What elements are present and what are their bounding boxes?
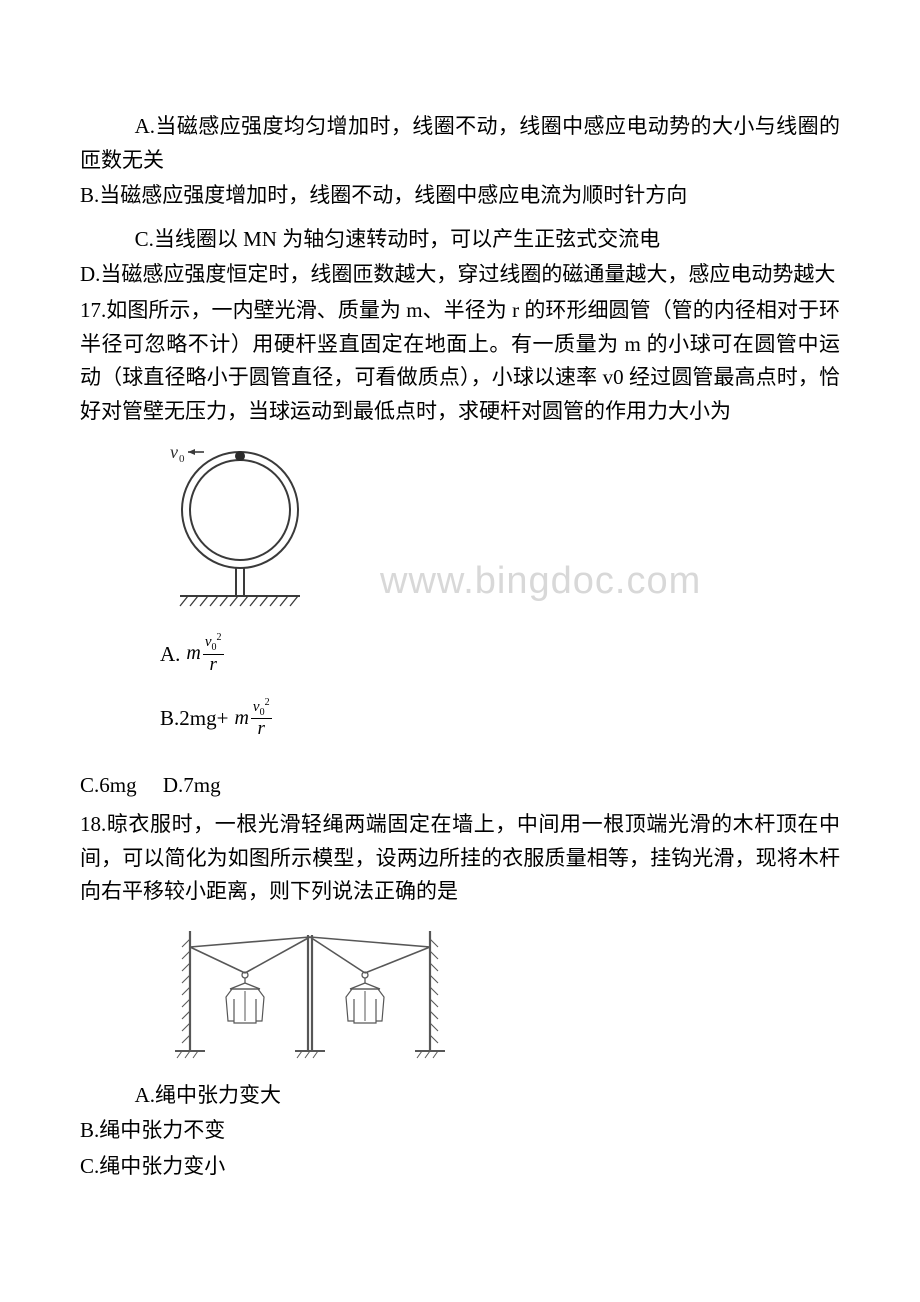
q16-option-b: B.当磁感应强度增加时，线圈不动，线圈中感应电流为顺时针方向 xyxy=(80,179,840,213)
q18-stem: 18.晾衣服时，一根光滑轻绳两端固定在墙上，中间用一根顶端光滑的木杆顶在中间，可… xyxy=(80,808,840,909)
q17-formula-b: mv02r xyxy=(234,698,271,740)
q17-stem: 17.如图所示，一内壁光滑、质量为 m、半径为 r 的环形细圆管（管的内径相对于… xyxy=(80,294,840,428)
q16-option-c: C.当线圈以 MN 为轴匀速转动时，可以产生正弦式交流电 xyxy=(80,223,840,257)
watermark-text: www.bingdoc.com xyxy=(380,560,701,603)
ring-tube-diagram: v 0 xyxy=(160,440,320,625)
q17-option-b: B.2mg+ mv02r xyxy=(160,698,840,740)
q17-optA-label: A. xyxy=(160,635,180,675)
q16-option-a: A.当磁感应强度均匀增加时，线圈不动，线圈中感应电动势的大小与线圈的匝数无关 xyxy=(80,110,840,177)
q17-formula-a: mv02r xyxy=(186,633,223,675)
q18-option-a: A.绳中张力变大 xyxy=(80,1079,840,1113)
q17-option-a: A. mv02r xyxy=(160,633,840,675)
svg-text:v: v xyxy=(170,442,178,462)
q17-option-cd: C.6mg D.7mg xyxy=(80,766,840,806)
svg-text:0: 0 xyxy=(179,453,185,465)
q18-option-c: C.绳中张力变小 xyxy=(80,1150,840,1184)
q16-option-d: D.当磁感应强度恒定时，线圈匝数越大，穿过线圈的磁通量越大，感应电动势越大 xyxy=(80,258,840,292)
q17-optB-label: B.2mg+ xyxy=(160,699,228,739)
clothesline-diagram xyxy=(160,921,460,1071)
q17-figure: v 0 www.bingdoc.com xyxy=(160,440,840,625)
formula-m: m xyxy=(186,642,200,664)
formula-m-b: m xyxy=(234,707,248,729)
q18-figure xyxy=(160,921,840,1071)
q18-option-b: B.绳中张力不变 xyxy=(80,1114,840,1148)
